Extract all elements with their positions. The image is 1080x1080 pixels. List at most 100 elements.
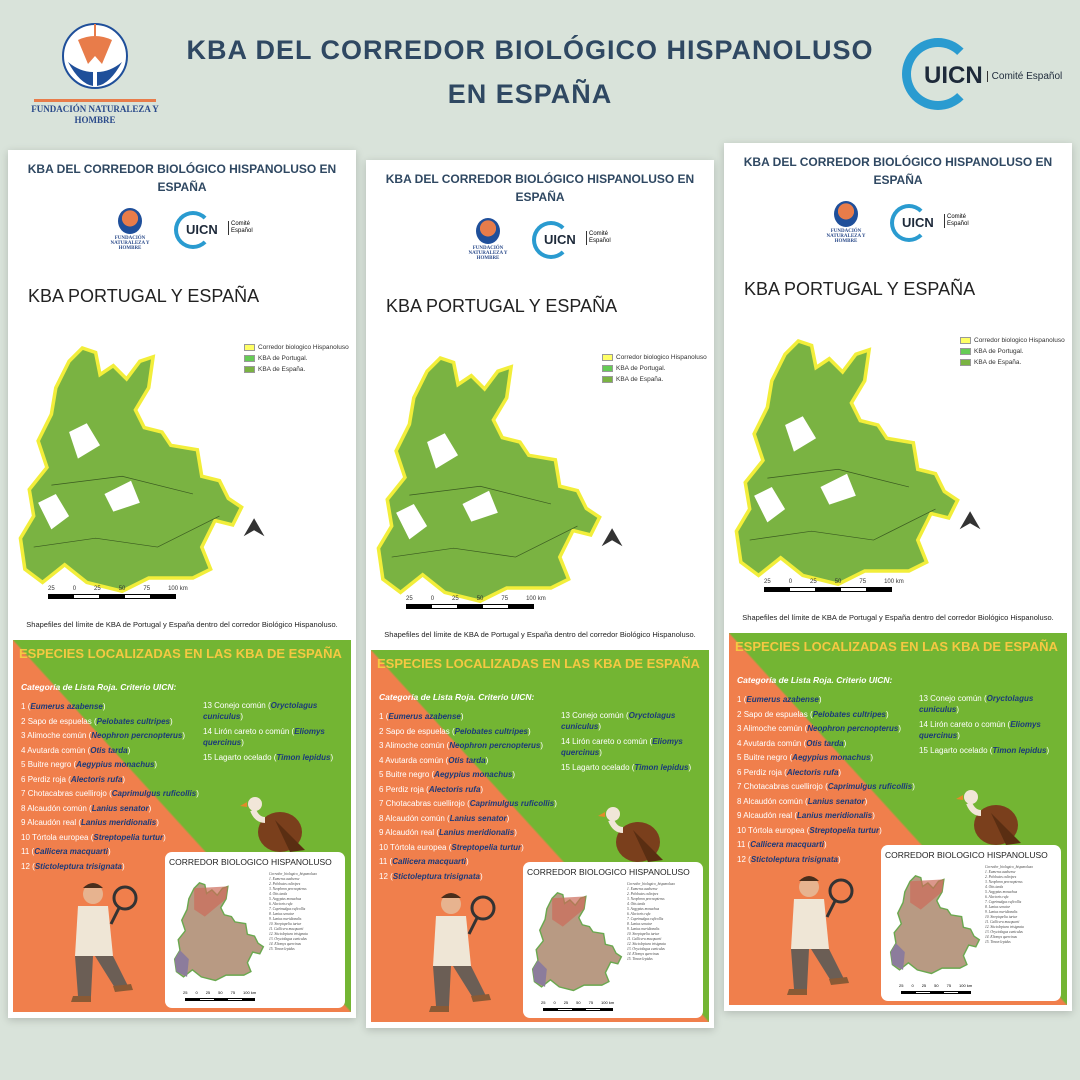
inner-legend-item: 7. Caprimulgus ruficollis	[269, 907, 306, 911]
inner-legend-item: 12. Stictoleptura trisignata	[269, 932, 308, 936]
scale-label: 50	[834, 579, 842, 585]
inner-legend-item: 9. Lanius meridionalis	[269, 917, 302, 921]
legend-label: KBA de Portugal.	[258, 355, 308, 362]
species-number: 10	[379, 842, 388, 852]
inner-legend-item: 10. Streptopelia turtur	[985, 915, 1018, 919]
inner-legend-item: 13. Oryctolagus cuniculus	[985, 930, 1023, 934]
species-number: 8	[379, 813, 384, 823]
species-scientific-name: Oryctolagus cuniculus	[203, 701, 318, 721]
inner-scale-label: 25	[899, 983, 904, 988]
scale-label: 25	[94, 586, 101, 592]
species-common-name: Lirón careto o común	[214, 727, 290, 736]
map-legend: Corredor biologico Hispanoluso KBA de Por…	[244, 342, 349, 375]
inner-legend-item: 10. Streptopelia turtur	[269, 922, 302, 926]
species-number: 1	[379, 712, 384, 721]
species-scientific-name: Eumerus azabense	[746, 695, 819, 704]
species-scientific-name: Pelobates cultripes	[96, 716, 170, 726]
species-scientific-name: Eumerus azabense	[388, 712, 461, 721]
species-number: 6	[737, 767, 742, 777]
category-label: Categoría de Lista Roja. Criterio UICN:	[737, 675, 893, 685]
species-scientific-name: Lanius senator	[449, 813, 507, 823]
scale-label: 25	[406, 596, 413, 602]
inner-map-card: CORREDOR BIOLOGICO HISPANOLUSO Corredor_…	[165, 852, 345, 1008]
map-legend: Corredor biologico Hispanoluso KBA de Por…	[602, 352, 707, 385]
species-item: 10 Tórtola europea (Streptopelia turtur)	[379, 842, 524, 852]
map-title: KBA PORTUGAL Y ESPAÑA	[386, 296, 618, 316]
legend-swatch	[244, 355, 255, 362]
species-scientific-name: Otis tarda	[448, 755, 486, 765]
species-scientific-name: Streptopelia turtur	[93, 832, 164, 842]
species-scientific-name: Callicera macquarti	[750, 840, 825, 849]
uicn-sub: Comité Español	[944, 213, 976, 228]
species-common-name: Alimoche común	[385, 741, 445, 750]
species-heading: ESPECIES LOCALIZADAS EN LAS KBA DE ESPAÑ…	[735, 639, 1058, 654]
legend-label: Corredor biologico Hispanoluso	[258, 344, 349, 351]
inner-scale-label: 25	[921, 983, 927, 988]
species-scientific-name: Alectoris rufa	[786, 767, 839, 777]
inner-legend-item: 3. Neophron percnopterus	[627, 897, 665, 901]
north-arrow-icon: ⮝	[959, 505, 982, 535]
inner-legend-item: 7. Caprimulgus ruficollis	[627, 917, 664, 921]
legend-swatch	[602, 376, 613, 383]
species-number: 4	[21, 745, 26, 755]
legend-label: KBA de Portugal.	[974, 348, 1024, 355]
species-item: 9 Alcaudón real (Lanius meridionalis)	[21, 818, 159, 827]
scale-label: 50	[476, 596, 484, 602]
uicn-sub: Comité Español	[228, 220, 260, 235]
species-common-name: Lagarto ocelado	[572, 763, 630, 772]
species-scientific-name: Otis tarda	[806, 738, 844, 748]
species-number: 13	[919, 694, 928, 703]
scale-label: 100 km	[526, 596, 546, 602]
species-item: 8 Alcaudón común (Lanius senator)	[737, 796, 868, 806]
species-item: 8 Alcaudón común (Lanius senator)	[379, 813, 510, 823]
inner-legend-item: 2. Pelobates cultripes	[627, 892, 659, 896]
species-number: 8	[21, 803, 26, 813]
poster-back: KBA del corredor biológico hispanoluso e…	[8, 150, 356, 1018]
explorer-illustration	[429, 893, 496, 1012]
inner-scale-label: 0	[195, 990, 198, 995]
species-scientific-name: Lanius senator	[91, 803, 149, 813]
species-scientific-name: Oryctolagus cuniculus	[561, 711, 676, 731]
uicn-ring-icon	[890, 203, 928, 242]
species-number: 11	[737, 840, 746, 849]
scale-label: 25	[810, 579, 817, 585]
inner-legend-item: Corredor_biologico_hispanoluso	[985, 865, 1033, 869]
poster-title: KBA del corredor biológico hispanoluso e…	[27, 162, 337, 194]
legend-item: Corredor biologico Hispanoluso	[602, 352, 707, 363]
species-item: 7 Chotacabras cuellirojo (Caprimulgus ru…	[379, 799, 557, 808]
species-item: 14 Lirón careto o común (Eliomys quercin…	[919, 720, 1041, 740]
map-caption: Shapefiles del límite de KBA de Portugal…	[26, 620, 338, 629]
species-item: 9 Alcaudón real (Lanius meridionalis)	[737, 811, 875, 820]
map-caption: Shapefiles del límite de KBA de Portugal…	[742, 613, 1054, 622]
species-number: 2	[21, 716, 26, 726]
inner-legend-item: 9. Lanius meridionalis	[985, 910, 1018, 914]
species-item: 9 Alcaudón real (Lanius meridionalis)	[379, 828, 517, 837]
legend-label: Corredor biologico Hispanoluso	[974, 337, 1065, 344]
species-scientific-name: Aegypius monachus	[434, 770, 513, 779]
species-item: 15 Lagarto ocelado (Timon lepidus)	[919, 746, 1050, 755]
poster-front: KBA del corredor biológico hispanoluso e…	[724, 143, 1072, 1011]
scale-label: 75	[859, 579, 867, 585]
north-arrow-icon: ⮝	[243, 512, 266, 542]
inner-legend-item: 8. Lanius senator	[269, 912, 295, 916]
inner-scale-label: 25	[541, 1000, 546, 1005]
inner-scale-label: 50	[218, 990, 223, 995]
inner-legend-item: 4. Otis tarda	[269, 892, 288, 896]
species-scientific-name: Aegypius monachus	[76, 760, 155, 769]
species-scientific-name: Otis tarda	[90, 745, 128, 755]
species-item: 1 (Eumerus azabense)	[21, 702, 106, 711]
species-common-name: Avutarda común	[385, 755, 444, 765]
species-item: 6 Perdiz roja (Alectoris rufa)	[379, 784, 484, 794]
species-common-name: Sapo de espuelas	[27, 716, 92, 726]
uicn-logo-text: UICN	[924, 62, 983, 89]
inner-map-card: CORREDOR BIOLOGICO HISPANOLUSO Corredor_…	[523, 862, 703, 1018]
inner-map	[889, 875, 981, 975]
inner-legend-item: 5. Aegypius monachus	[627, 907, 660, 911]
legend-item: KBA de Portugal.	[960, 346, 1065, 357]
inner-legend-item: 7. Caprimulgus ruficollis	[985, 900, 1022, 904]
species-item: 7 Chotacabras cuellirojo (Caprimulgus ru…	[737, 782, 915, 791]
poster-title: KBA del corredor biológico hispanoluso e…	[385, 172, 695, 204]
species-number: 9	[737, 811, 742, 820]
uicn-logo: UICN Comité Español	[890, 203, 976, 242]
inner-scale-label: 75	[230, 990, 236, 995]
